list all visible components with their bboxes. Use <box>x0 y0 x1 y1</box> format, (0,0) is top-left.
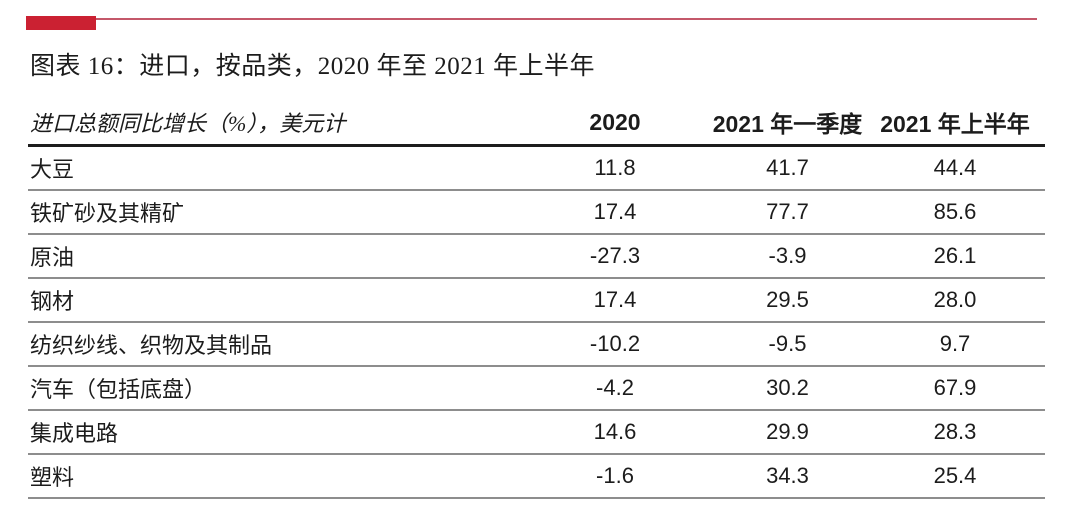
cell-value: -27.3 <box>589 243 641 268</box>
table-row: 钢材 17.4 29.5 28.0 <box>28 279 1045 323</box>
table-row: 塑料 -1.6 34.3 25.4 <box>28 455 1045 499</box>
cell-value: 41.7 <box>766 155 809 180</box>
row-label: 钢材 <box>30 289 75 314</box>
cell-value: -4.2 <box>596 375 634 400</box>
cell-value: 17.4 <box>593 287 637 312</box>
column-header-2021-q1: 2021 年一季度 <box>712 111 863 137</box>
cell-value: 25.4 <box>933 463 977 488</box>
cell-value: 17.4 <box>593 199 637 224</box>
cell-value: 29.5 <box>766 287 809 312</box>
cell-value: 44.4 <box>933 155 977 180</box>
imports-table: 进口总额同比增长（%），美元计 2020 2021 年一季度 2021 年上半年… <box>28 100 1045 499</box>
accent-rule-thick <box>26 16 96 30</box>
cell-value: 28.3 <box>933 419 977 444</box>
row-label: 纺织纱线、织物及其制品 <box>30 333 273 358</box>
cell-value: 77.7 <box>766 199 809 224</box>
measure-label: 进口总额同比增长（%），美元计 <box>30 111 346 136</box>
table-row: 汽车（包括底盘） -4.2 30.2 67.9 <box>28 367 1045 411</box>
accent-rule-thin <box>28 18 1037 20</box>
row-label: 铁矿砂及其精矿 <box>30 201 185 226</box>
cell-value: -9.5 <box>768 331 807 356</box>
row-label: 大豆 <box>30 157 75 182</box>
table-row: 大豆 11.8 41.7 44.4 <box>28 147 1045 191</box>
cell-value: 67.9 <box>933 375 977 400</box>
cell-value: 26.1 <box>933 243 977 268</box>
cell-value: 85.6 <box>933 199 977 224</box>
table-row: 铁矿砂及其精矿 17.4 77.7 85.6 <box>28 191 1045 235</box>
table-row: 原油 -27.3 -3.9 26.1 <box>28 235 1045 279</box>
cell-value: 11.8 <box>594 155 636 180</box>
row-label: 塑料 <box>30 465 75 490</box>
cell-value: 9.7 <box>939 331 971 356</box>
table-row: 集成电路 14.6 29.9 28.3 <box>28 411 1045 455</box>
row-label: 集成电路 <box>30 421 119 446</box>
cell-value: 14.6 <box>593 419 637 444</box>
figure-title: 图表 16：进口，按品类，2020 年至 2021 年上半年 <box>30 53 596 80</box>
cell-value: 34.3 <box>766 463 809 488</box>
table-row: 纺织纱线、织物及其制品 -10.2 -9.5 9.7 <box>28 323 1045 367</box>
column-header-2021-h1: 2021 年上半年 <box>880 111 1030 137</box>
cell-value: 28.0 <box>933 287 977 312</box>
cell-value: -3.9 <box>768 243 807 268</box>
cell-value: -1.6 <box>596 463 634 488</box>
cell-value: 30.2 <box>766 375 809 400</box>
cell-value: -10.2 <box>589 331 641 356</box>
cell-value: 29.9 <box>766 419 809 444</box>
row-label: 原油 <box>30 245 75 270</box>
column-header-2020: 2020 <box>589 108 641 135</box>
table-body: 大豆 11.8 41.7 44.4 铁矿砂及其精矿 17.4 77.7 85.6 原油 -27.3… <box>28 147 1045 499</box>
table-header-row: 进口总额同比增长（%），美元计 2020 2021 年一季度 2021 年上半年 <box>28 100 1045 147</box>
row-label: 汽车（包括底盘） <box>30 377 207 402</box>
